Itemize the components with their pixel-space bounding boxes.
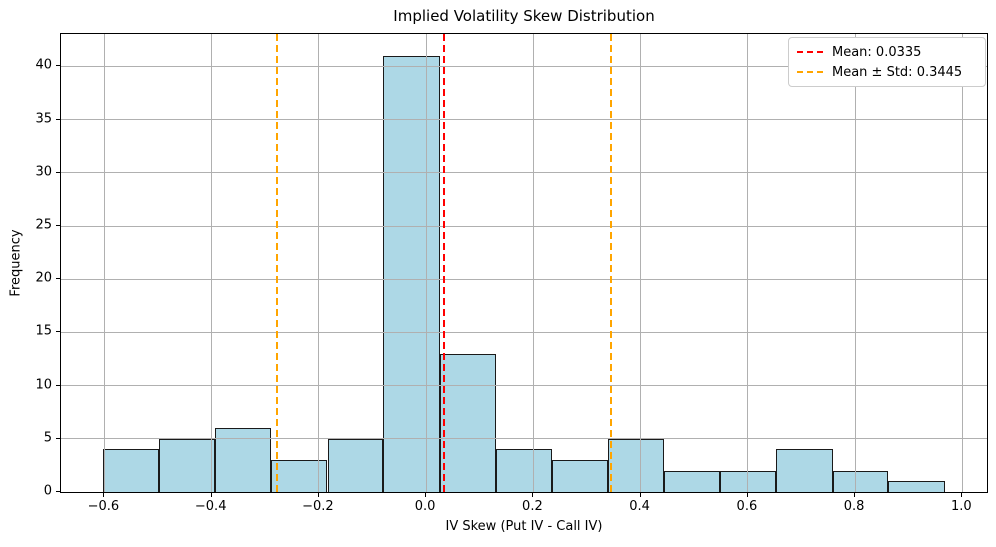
y-tick-mark [56,331,60,333]
gridline-vertical [211,34,213,492]
histogram-bar [888,481,945,492]
y-tick-label: 20 [35,270,52,286]
gridline-vertical [532,34,534,492]
mean-plus-std-line [609,34,612,492]
x-tick-label: 1.0 [950,499,972,514]
orange-dash-icon [797,71,824,73]
legend-label-mean: Mean: 0.0335 [832,44,922,60]
y-tick-label: 35 [35,111,52,127]
x-tick-label: 0.8 [843,499,865,514]
gridline-horizontal [61,119,987,121]
histogram-bar [776,449,833,492]
x-tick-mark [639,493,641,497]
y-tick-mark [56,65,60,67]
mean-minus-std-line [276,34,279,492]
x-tick-mark [532,493,534,497]
gridline-vertical [854,34,856,492]
histogram-bar [439,353,496,492]
x-tick-label: 0.0 [414,499,436,514]
x-tick-label: 0.2 [522,499,543,514]
x-tick-mark [746,493,748,497]
gridline-vertical [318,34,320,492]
red-dash-icon [797,51,824,53]
x-tick-mark [103,493,105,497]
gridline-horizontal [61,65,987,67]
y-tick-mark [56,118,60,120]
gridline-vertical [103,34,105,492]
legend-item-mean: Mean: 0.0335 [797,45,977,60]
histogram-bar [271,460,328,492]
y-tick-label: 0 [43,483,52,499]
y-tick-mark [56,278,60,280]
gridline-horizontal [61,225,987,227]
chart-title: Implied Volatility Skew Distribution [393,7,655,25]
y-tick-label: 25 [35,217,52,233]
x-tick-mark [425,493,427,497]
histogram-bar [607,438,665,492]
legend: Mean: 0.0335 Mean ± Std: 0.3445 [788,37,986,87]
histogram-bar [383,55,440,492]
histogram-bar [327,438,384,492]
y-tick-mark [56,225,60,226]
gridline-horizontal [61,278,987,280]
gridline-vertical [747,34,749,492]
plot-area [60,33,988,493]
y-axis-label: Frequency [8,229,24,297]
y-tick-label: 10 [35,377,52,393]
y-tick-mark [56,491,60,492]
gridline-vertical [961,34,963,492]
x-axis-label: IV Skew (Put IV - Call IV) [445,519,603,534]
gridline-horizontal [61,331,987,333]
gridline-horizontal [61,172,987,174]
y-tick-label: 30 [35,164,52,180]
x-tick-mark [961,493,963,497]
mean-line [443,34,446,492]
y-tick-label: 40 [35,57,52,73]
gridline-vertical [425,34,427,492]
x-tick-label: −0.2 [302,499,334,514]
x-tick-label: 0.6 [736,499,758,514]
gridline-horizontal [61,385,987,387]
histogram-bar [495,449,552,492]
histogram-bar [664,470,720,492]
y-tick-mark [56,171,60,173]
gridline-vertical [640,34,642,492]
x-tick-label: −0.4 [194,499,227,514]
y-tick-mark [56,384,60,386]
y-tick-mark [56,437,60,439]
y-tick-label: 5 [43,430,52,446]
x-tick-label: 0.4 [629,499,650,514]
legend-item-mean-std: Mean ± Std: 0.3445 [797,65,977,80]
histogram-bar [102,449,160,492]
y-tick-label: 15 [35,323,52,339]
gridline-horizontal [61,438,987,440]
x-tick-label: −0.6 [87,499,120,514]
x-tick-mark [210,493,212,497]
histogram-bar [832,470,889,492]
x-tick-mark [317,493,319,497]
x-tick-mark [854,493,856,497]
histogram-bar [551,460,608,492]
histogram-bar [159,438,215,492]
legend-label-mean-std: Mean ± Std: 0.3445 [832,64,963,80]
